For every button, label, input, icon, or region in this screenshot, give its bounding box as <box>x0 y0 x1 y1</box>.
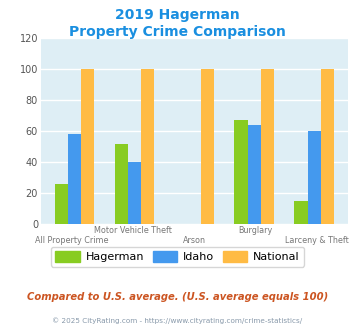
Text: Motor Vehicle Theft: Motor Vehicle Theft <box>94 226 172 235</box>
Bar <box>81 69 94 224</box>
Text: All Property Crime: All Property Crime <box>35 236 108 245</box>
Bar <box>235 120 248 224</box>
Text: 2019 Hagerman: 2019 Hagerman <box>115 8 240 22</box>
Text: Compared to U.S. average. (U.S. average equals 100): Compared to U.S. average. (U.S. average … <box>27 292 328 302</box>
Bar <box>128 162 141 224</box>
Bar <box>261 69 274 224</box>
Bar <box>294 201 307 224</box>
Text: © 2025 CityRating.com - https://www.cityrating.com/crime-statistics/: © 2025 CityRating.com - https://www.city… <box>53 317 302 324</box>
Text: Property Crime Comparison: Property Crime Comparison <box>69 25 286 39</box>
Bar <box>68 134 81 224</box>
Bar <box>321 69 334 224</box>
Bar <box>201 69 214 224</box>
Text: Larceny & Theft: Larceny & Theft <box>285 236 349 245</box>
Bar <box>248 125 261 224</box>
Text: Arson: Arson <box>183 236 206 245</box>
Bar <box>307 131 321 224</box>
Bar <box>115 144 128 224</box>
Legend: Hagerman, Idaho, National: Hagerman, Idaho, National <box>51 247 304 267</box>
Bar <box>141 69 154 224</box>
Text: Burglary: Burglary <box>239 226 273 235</box>
Bar <box>55 184 68 224</box>
